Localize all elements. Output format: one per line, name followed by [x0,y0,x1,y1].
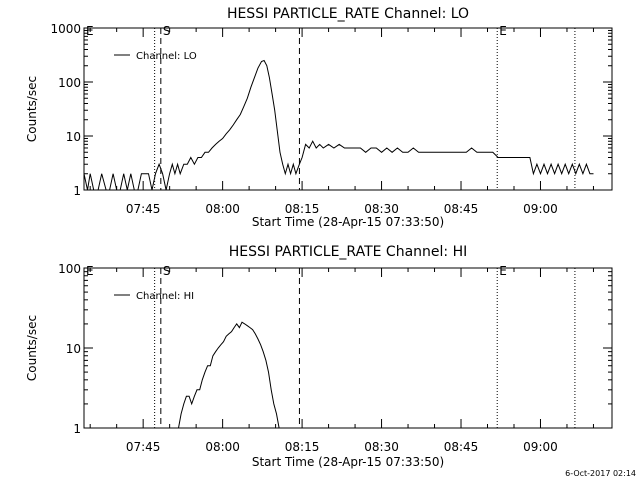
marker-label: E [86,24,94,38]
x-tick-label: 07:45 [126,202,161,216]
x-axis-label: Start Time (28-Apr-15 07:33:50) [252,455,444,469]
x-tick-label: 08:30 [364,440,399,454]
chart-title: HESSI PARTICLE_RATE Channel: HI [229,244,467,260]
x-tick-label: 08:15 [285,202,320,216]
chart-title: HESSI PARTICLE_RATE Channel: LO [227,6,469,22]
marker-label: E [499,264,507,278]
marker-label: E [499,24,507,38]
marker-label: E [86,264,94,278]
y-tick-label: 10 [66,342,81,356]
chart-panel-hi: HESSI PARTICLE_RATE Channel: HI 1 10 100 07:… [25,244,613,469]
x-tick-label: 08:00 [205,202,240,216]
x-tick-label: 08:45 [444,440,479,454]
series-line [178,321,280,429]
x-axis-label: Start Time (28-Apr-15 07:33:50) [252,215,444,229]
x-tick-label: 08:00 [205,440,240,454]
x-tick-label: 07:45 [126,440,161,454]
footer-timestamp: 6-Oct-2017 02:14 [565,469,636,478]
y-tick-label: 1 [73,184,81,198]
y-tick-label: 1000 [50,22,81,36]
x-tick-label: 09:00 [523,440,558,454]
x-tick-label: 09:00 [523,202,558,216]
chart-panel-lo: HESSI PARTICLE_RATE Channel: LO 1 10 100 100… [25,6,613,229]
y-tick-label: 1 [73,422,81,436]
legend-label: Channel: LO [136,51,197,62]
x-tick-label: 08:45 [444,202,479,216]
series-line [83,59,594,191]
y-axis-label: Counts/sec [25,76,39,142]
y-tick-label: 10 [66,130,81,144]
legend-label: Channel: HI [136,291,194,302]
y-tick-label: 100 [58,76,81,90]
x-tick-label: 08:30 [364,202,399,216]
marker-label: S [163,24,171,38]
marker-label: S [163,264,171,278]
y-tick-label: 100 [58,262,81,276]
x-tick-label: 08:15 [285,440,320,454]
y-axis-label: Counts/sec [25,315,39,381]
